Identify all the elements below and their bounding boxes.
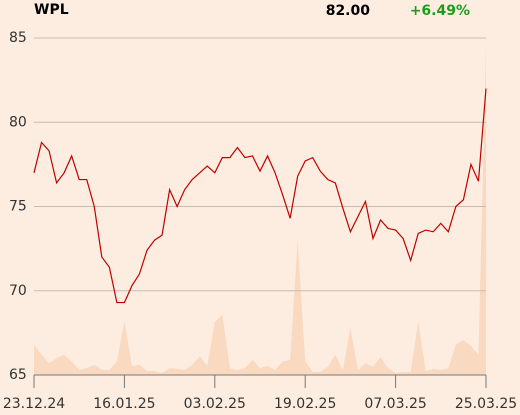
y-tick-label: 80 — [9, 114, 27, 130]
y-tick-label: 70 — [9, 283, 27, 299]
y-tick-label: 65 — [9, 367, 27, 383]
price-line — [33, 88, 487, 304]
ticker: WPL — [34, 2, 69, 18]
change: +6.49% — [410, 3, 470, 19]
x-tick-label: 25.03.25 — [455, 396, 517, 412]
y-tick-label: 75 — [9, 199, 27, 215]
last-price: 82.00 — [326, 3, 371, 19]
x-tick-label: 19.02.25 — [274, 396, 336, 412]
x-tick-label: 23.12.24 — [3, 396, 65, 412]
x-tick-label: 16.01.25 — [93, 396, 155, 412]
x-tick-label: 07.03.25 — [364, 396, 426, 412]
y-tick-label: 85 — [9, 30, 27, 46]
x-tick-label: 03.02.25 — [184, 396, 246, 412]
